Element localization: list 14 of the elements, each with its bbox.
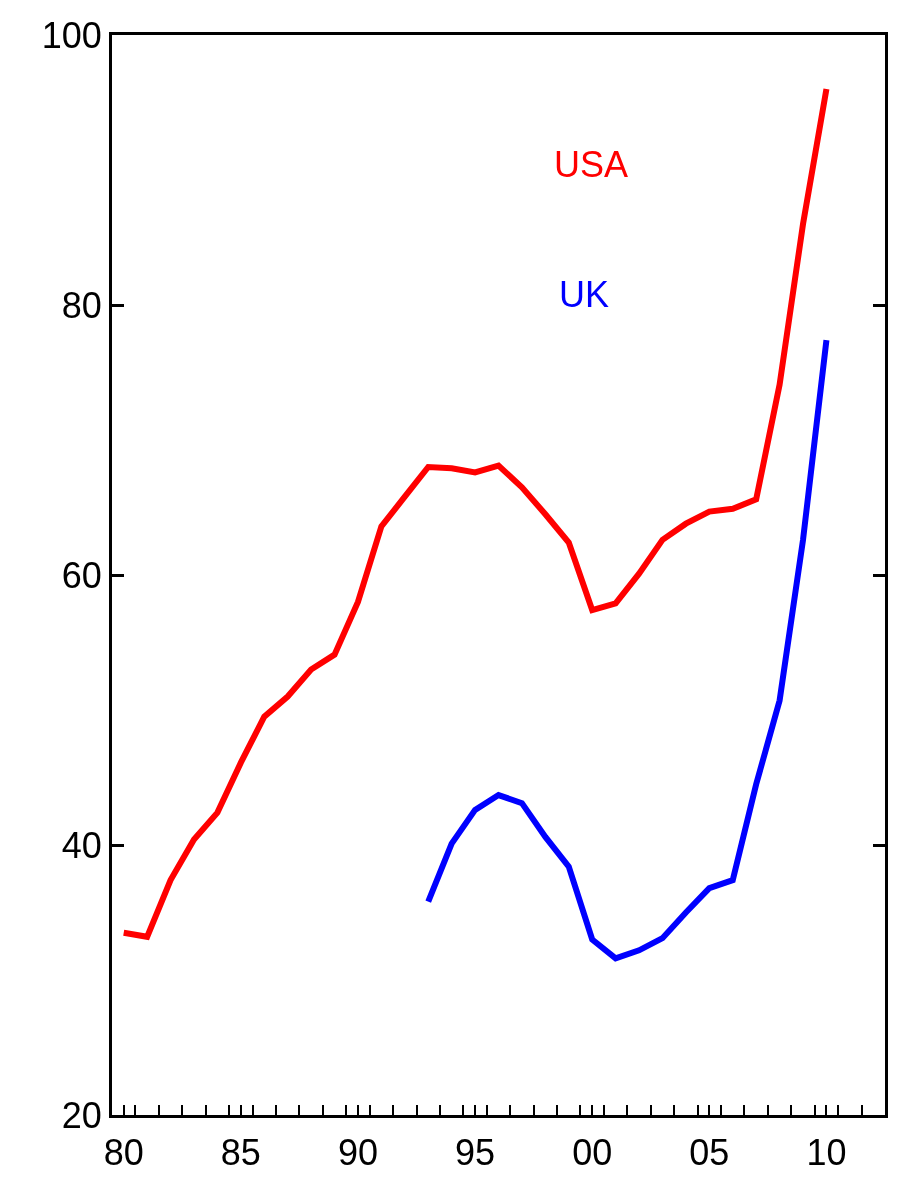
y-tick-label: 40 xyxy=(61,824,102,866)
x-tick-label: 95 xyxy=(455,1132,496,1174)
x-tick-label: 05 xyxy=(689,1132,730,1174)
text: UK xyxy=(559,274,610,315)
x-tick-label: 85 xyxy=(220,1132,261,1174)
x-tick-label: 80 xyxy=(103,1132,144,1174)
y-tick-label: 80 xyxy=(61,284,102,326)
y-tick-label: 100 xyxy=(41,14,102,56)
text: USA xyxy=(554,144,629,185)
x-tick-label: 00 xyxy=(572,1132,613,1174)
x-tick-label: 90 xyxy=(337,1132,378,1174)
y-tick-label: 60 xyxy=(61,554,102,596)
x-tick-label: 10 xyxy=(806,1132,847,1174)
y-tick-label: 20 xyxy=(61,1094,102,1136)
